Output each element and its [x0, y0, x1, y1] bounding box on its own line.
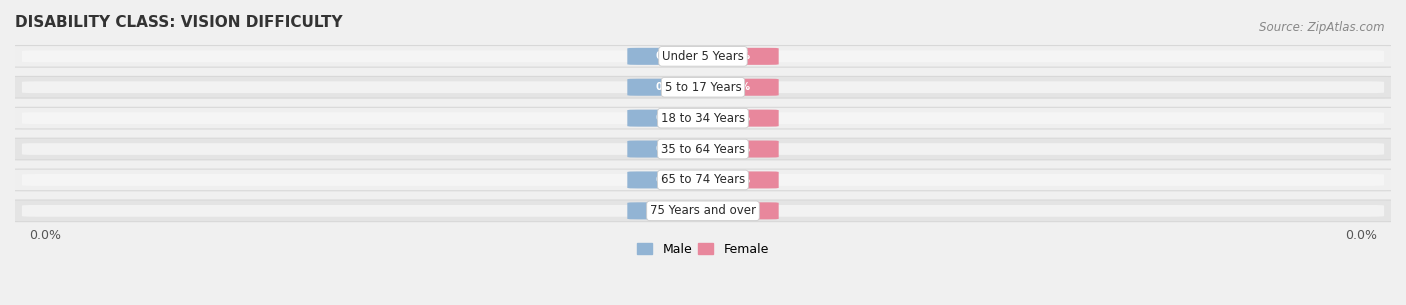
- Text: 0.0%: 0.0%: [655, 82, 682, 92]
- FancyBboxPatch shape: [0, 45, 1406, 67]
- FancyBboxPatch shape: [22, 205, 1384, 217]
- Text: 65 to 74 Years: 65 to 74 Years: [661, 174, 745, 186]
- Text: 0.0%: 0.0%: [655, 206, 682, 216]
- FancyBboxPatch shape: [627, 141, 710, 158]
- Text: 18 to 34 Years: 18 to 34 Years: [661, 112, 745, 125]
- FancyBboxPatch shape: [22, 174, 1384, 186]
- Legend: Male, Female: Male, Female: [633, 238, 773, 261]
- FancyBboxPatch shape: [627, 109, 710, 127]
- Text: DISABILITY CLASS: VISION DIFFICULTY: DISABILITY CLASS: VISION DIFFICULTY: [15, 15, 343, 30]
- Text: 0.0%: 0.0%: [724, 206, 751, 216]
- FancyBboxPatch shape: [22, 81, 1384, 93]
- FancyBboxPatch shape: [0, 107, 1406, 129]
- Text: Under 5 Years: Under 5 Years: [662, 50, 744, 63]
- FancyBboxPatch shape: [696, 141, 779, 158]
- FancyBboxPatch shape: [627, 202, 710, 219]
- FancyBboxPatch shape: [627, 79, 710, 96]
- FancyBboxPatch shape: [696, 171, 779, 188]
- Text: 0.0%: 0.0%: [724, 51, 751, 61]
- Text: Source: ZipAtlas.com: Source: ZipAtlas.com: [1260, 21, 1385, 34]
- FancyBboxPatch shape: [696, 48, 779, 65]
- Text: 0.0%: 0.0%: [28, 229, 60, 242]
- FancyBboxPatch shape: [627, 171, 710, 188]
- Text: 0.0%: 0.0%: [655, 113, 682, 123]
- Text: 0.0%: 0.0%: [1346, 229, 1378, 242]
- FancyBboxPatch shape: [22, 50, 1384, 62]
- FancyBboxPatch shape: [0, 200, 1406, 222]
- FancyBboxPatch shape: [0, 77, 1406, 98]
- FancyBboxPatch shape: [696, 79, 779, 96]
- Text: 0.0%: 0.0%: [655, 144, 682, 154]
- Text: 0.0%: 0.0%: [724, 113, 751, 123]
- Text: 75 Years and over: 75 Years and over: [650, 204, 756, 217]
- Text: 0.0%: 0.0%: [724, 175, 751, 185]
- FancyBboxPatch shape: [627, 48, 710, 65]
- FancyBboxPatch shape: [22, 143, 1384, 155]
- Text: 0.0%: 0.0%: [724, 144, 751, 154]
- FancyBboxPatch shape: [22, 112, 1384, 124]
- FancyBboxPatch shape: [696, 202, 779, 219]
- Text: 0.0%: 0.0%: [655, 51, 682, 61]
- Text: 5 to 17 Years: 5 to 17 Years: [665, 81, 741, 94]
- Text: 35 to 64 Years: 35 to 64 Years: [661, 142, 745, 156]
- Text: 0.0%: 0.0%: [724, 82, 751, 92]
- FancyBboxPatch shape: [0, 169, 1406, 191]
- FancyBboxPatch shape: [0, 138, 1406, 160]
- FancyBboxPatch shape: [696, 109, 779, 127]
- Text: 0.0%: 0.0%: [655, 175, 682, 185]
